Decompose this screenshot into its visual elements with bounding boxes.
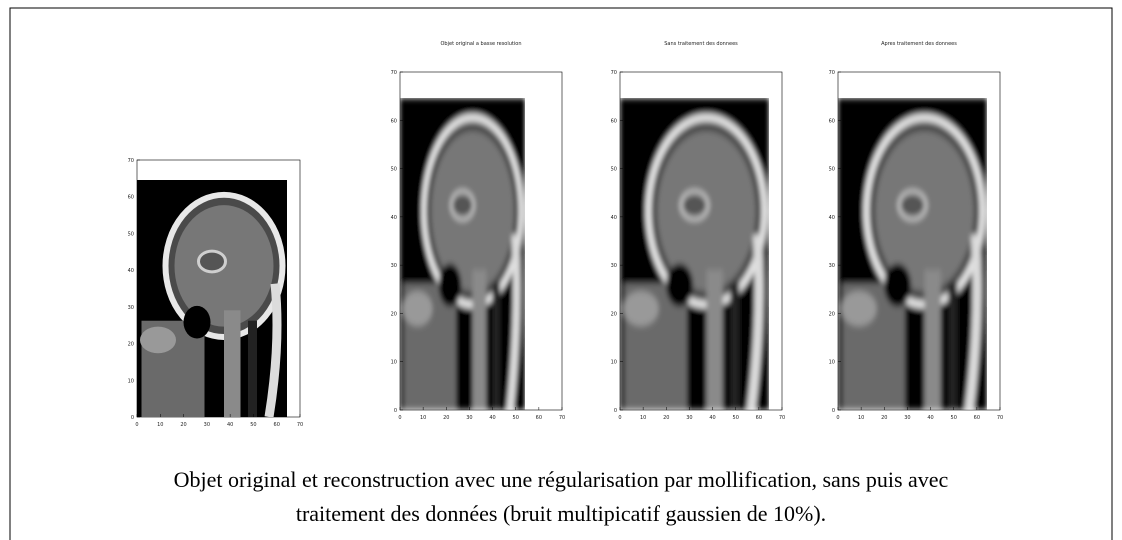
caption-line: Objet original et reconstruction avec un… bbox=[174, 467, 949, 492]
x-tick-label: 30 bbox=[686, 415, 692, 421]
y-tick-label: 0 bbox=[394, 408, 397, 414]
x-tick-label: 20 bbox=[881, 415, 887, 421]
y-tick-label: 10 bbox=[128, 378, 134, 384]
y-tick-label: 10 bbox=[611, 360, 617, 366]
y-tick-label: 30 bbox=[391, 263, 397, 269]
y-tick-label: 70 bbox=[829, 70, 835, 76]
panel: Objet original a basse resolution 0 10 20 30… bbox=[391, 41, 566, 421]
panel: Apres traitement des donnees 0 10 20 30 40 50 6… bbox=[829, 41, 1004, 421]
x-tick-label: 20 bbox=[180, 422, 186, 428]
x-tick-label: 30 bbox=[466, 415, 472, 421]
x-tick-label: 60 bbox=[536, 415, 542, 421]
x-tick-label: 40 bbox=[709, 415, 715, 421]
y-tick-label: 0 bbox=[131, 415, 134, 421]
y-tick-label: 50 bbox=[128, 231, 134, 237]
y-tick-label: 40 bbox=[611, 215, 617, 221]
mri-image bbox=[838, 98, 987, 410]
x-tick-label: 40 bbox=[227, 422, 233, 428]
caption-line: traitement des données (bruit multipicat… bbox=[296, 501, 826, 526]
y-tick-label: 0 bbox=[832, 408, 835, 414]
x-tick-label: 70 bbox=[559, 415, 565, 421]
x-tick-label: 40 bbox=[489, 415, 495, 421]
x-tick-label: 10 bbox=[640, 415, 646, 421]
panel: Sans traitement des donnees 0 10 20 30 40 50 60… bbox=[611, 41, 786, 421]
x-tick-label: 60 bbox=[756, 415, 762, 421]
panel-title: Apres traitement des donnees bbox=[881, 41, 957, 47]
y-tick-label: 70 bbox=[391, 70, 397, 76]
y-tick-label: 50 bbox=[611, 167, 617, 173]
x-tick-label: 70 bbox=[297, 422, 303, 428]
x-tick-label: 30 bbox=[904, 415, 910, 421]
mri-slice bbox=[838, 98, 987, 410]
y-tick-label: 40 bbox=[829, 215, 835, 221]
panel-title: Objet original a basse resolution bbox=[441, 41, 522, 47]
x-tick-label: 10 bbox=[157, 422, 163, 428]
x-tick-label: 60 bbox=[274, 422, 280, 428]
y-tick-label: 20 bbox=[829, 311, 835, 317]
y-tick-label: 60 bbox=[391, 118, 397, 124]
x-tick-label: 50 bbox=[250, 422, 256, 428]
x-tick-label: 10 bbox=[858, 415, 864, 421]
y-tick-label: 40 bbox=[391, 215, 397, 221]
x-tick-label: 30 bbox=[204, 422, 210, 428]
y-tick-label: 30 bbox=[128, 305, 134, 311]
x-tick-label: 0 bbox=[836, 415, 839, 421]
page: Objet original et reconstruction avec un… bbox=[0, 0, 1122, 540]
y-tick-label: 10 bbox=[829, 360, 835, 366]
y-tick-label: 40 bbox=[128, 268, 134, 274]
panel: 0 10 20 30 40 50 60 70 0 10 20 30 40 50 60 70 bbox=[128, 158, 304, 428]
x-tick-label: 60 bbox=[974, 415, 980, 421]
y-tick-label: 30 bbox=[829, 263, 835, 269]
x-tick-label: 70 bbox=[997, 415, 1003, 421]
y-tick-label: 20 bbox=[391, 311, 397, 317]
y-tick-label: 60 bbox=[611, 118, 617, 124]
y-tick-label: 50 bbox=[391, 167, 397, 173]
x-tick-label: 0 bbox=[135, 422, 138, 428]
y-tick-label: 60 bbox=[829, 118, 835, 124]
x-tick-label: 10 bbox=[420, 415, 426, 421]
x-tick-label: 70 bbox=[779, 415, 785, 421]
y-tick-label: 20 bbox=[611, 311, 617, 317]
mri-slice bbox=[137, 180, 287, 417]
x-tick-label: 50 bbox=[951, 415, 957, 421]
x-tick-label: 20 bbox=[443, 415, 449, 421]
x-tick-label: 50 bbox=[513, 415, 519, 421]
y-tick-label: 10 bbox=[391, 360, 397, 366]
x-tick-label: 0 bbox=[398, 415, 401, 421]
mri-slice bbox=[620, 98, 769, 410]
mri-image bbox=[400, 98, 525, 410]
y-tick-label: 70 bbox=[611, 70, 617, 76]
y-tick-label: 70 bbox=[128, 158, 134, 164]
mri-slice bbox=[400, 98, 525, 410]
mri-image bbox=[137, 180, 287, 417]
figure: Objet original et reconstruction avec un… bbox=[0, 0, 1122, 540]
x-tick-label: 0 bbox=[618, 415, 621, 421]
panel-title: Sans traitement des donnees bbox=[664, 41, 738, 47]
y-tick-label: 30 bbox=[611, 263, 617, 269]
y-tick-label: 20 bbox=[128, 342, 134, 348]
y-tick-label: 50 bbox=[829, 167, 835, 173]
x-tick-label: 40 bbox=[927, 415, 933, 421]
x-tick-label: 50 bbox=[733, 415, 739, 421]
x-tick-label: 20 bbox=[663, 415, 669, 421]
y-tick-label: 0 bbox=[614, 408, 617, 414]
y-tick-label: 60 bbox=[128, 195, 134, 201]
mri-image bbox=[620, 98, 769, 410]
